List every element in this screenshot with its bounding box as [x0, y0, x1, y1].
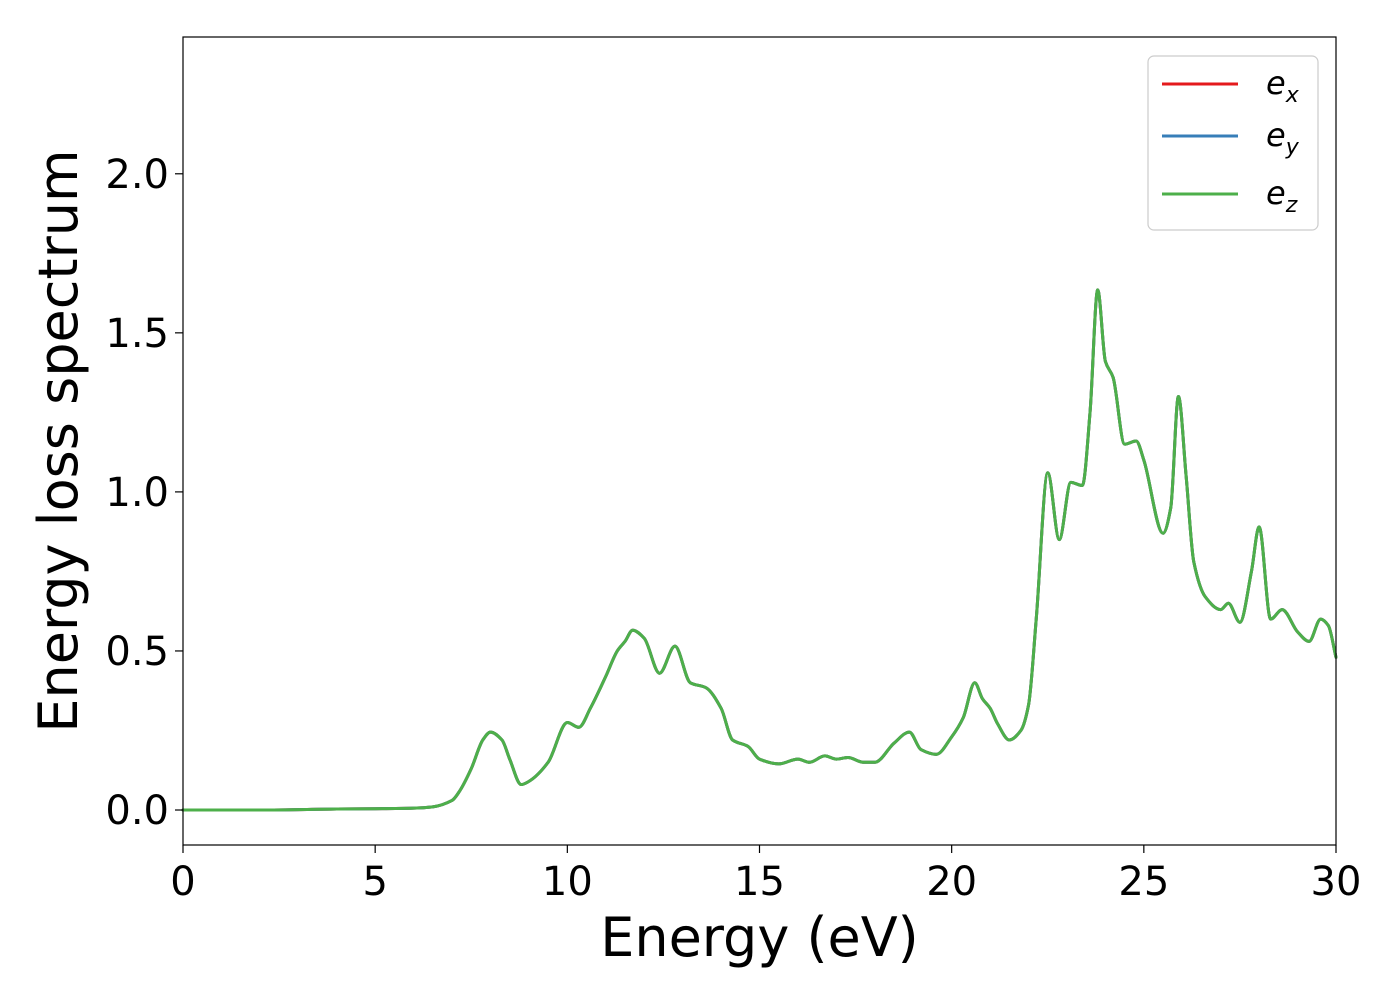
series-line-ez — [181, 288, 1338, 812]
legend-box — [1147, 55, 1319, 231]
legend-subscript-y: y — [1285, 135, 1300, 160]
series-line-ey — [181, 288, 1338, 812]
y-axis-title: Energy loss spectrum — [27, 149, 90, 732]
x-axis-title: Energy (eV) — [600, 906, 919, 969]
y-tick-label: 1.5 — [105, 311, 169, 357]
y-tick-label: 2.0 — [105, 152, 169, 198]
x-axis: 0 5 10 15 20 25 30 — [170, 845, 1361, 905]
x-tick-label: 10 — [542, 859, 593, 905]
y-tick-label: 0.0 — [105, 788, 169, 834]
x-tick-label: 30 — [1311, 859, 1362, 905]
x-tick-label: 15 — [734, 859, 785, 905]
y-tick-label: 0.5 — [105, 629, 169, 675]
x-tick-label: 5 — [362, 859, 387, 905]
series-line-ex — [181, 288, 1338, 812]
series-layer — [181, 288, 1338, 812]
x-tick-label: 20 — [926, 859, 977, 905]
y-tick-label: 1.0 — [105, 470, 169, 516]
x-tick-label: 25 — [1118, 859, 1169, 905]
legend-subscript-x: x — [1285, 83, 1300, 108]
legend-subscript-z: z — [1285, 193, 1298, 218]
y-axis: 0.0 0.5 1.0 1.5 2.0 — [105, 152, 183, 834]
x-tick-label: 0 — [170, 859, 195, 905]
